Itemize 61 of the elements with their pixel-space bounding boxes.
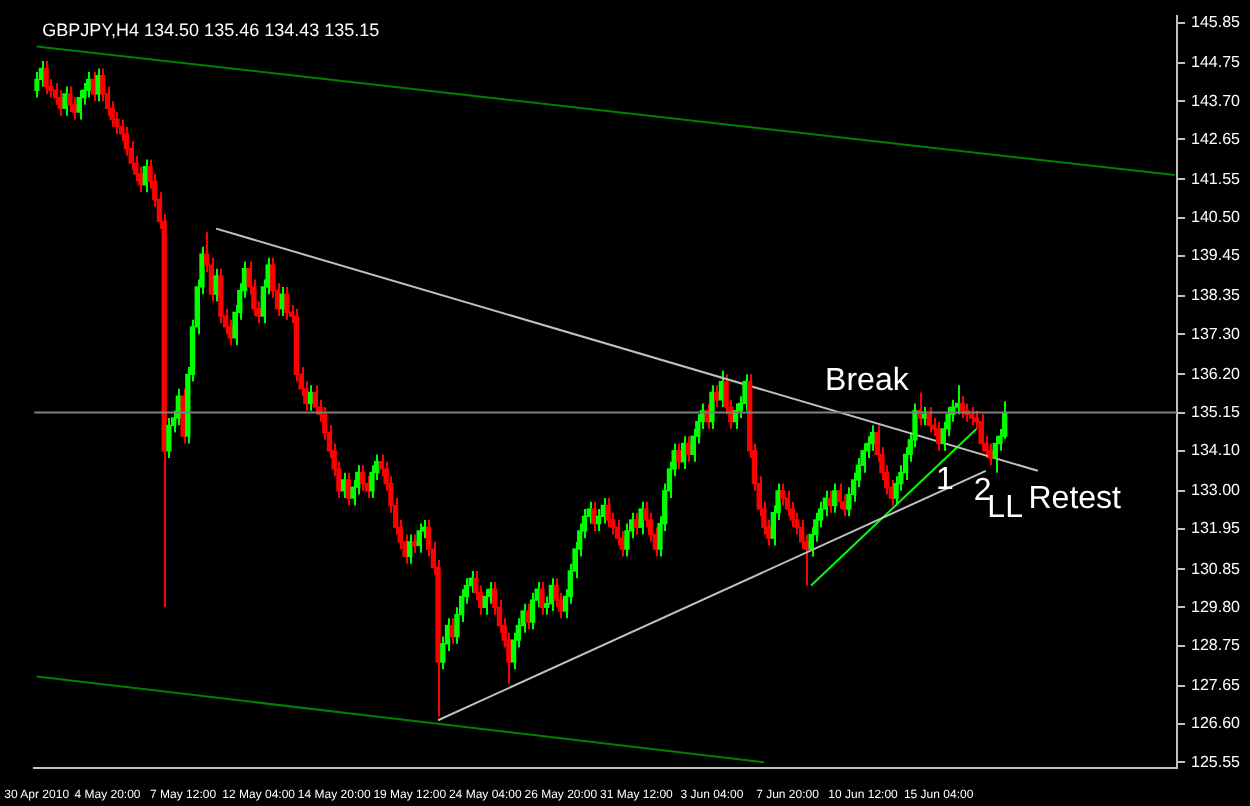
annotation: Retest bbox=[1028, 481, 1123, 516]
y-tick-label: 138.35 bbox=[1191, 286, 1242, 305]
annotation: 1 bbox=[935, 463, 954, 498]
candlestick bbox=[284, 285, 290, 321]
candlestick bbox=[85, 71, 92, 99]
y-tick-label: 139.45 bbox=[1191, 246, 1242, 265]
candlestick bbox=[407, 533, 413, 565]
candlestick bbox=[680, 435, 687, 470]
y-tick-label: 135.15 bbox=[1191, 402, 1242, 421]
candlestick bbox=[411, 533, 418, 554]
y-tick-label: 127.65 bbox=[1191, 676, 1242, 695]
candlestick bbox=[95, 67, 101, 103]
candlestick bbox=[978, 413, 984, 452]
candlestick bbox=[482, 588, 488, 616]
y-tick-label: 137.30 bbox=[1191, 324, 1242, 343]
candlestick bbox=[312, 384, 318, 416]
y-tick-label: 126.60 bbox=[1191, 714, 1242, 733]
y-tick-label: 130.85 bbox=[1191, 559, 1242, 578]
candlestick bbox=[525, 602, 531, 631]
chart-title: GBPJPY,H4 134.50 135.46 134.43 135.15 bbox=[42, 19, 380, 40]
candlestick bbox=[67, 85, 73, 114]
candlestick bbox=[166, 417, 172, 460]
candlestick bbox=[827, 489, 833, 514]
y-tick-label: 129.80 bbox=[1191, 597, 1242, 616]
candlestick bbox=[836, 482, 843, 511]
candlestick bbox=[591, 500, 597, 532]
y-tick-label: 141.55 bbox=[1191, 169, 1242, 188]
candlestick bbox=[340, 471, 347, 500]
y-tick-label: 131.95 bbox=[1191, 519, 1242, 538]
candlestick bbox=[935, 420, 942, 452]
candlestick bbox=[359, 464, 366, 492]
y-tick-label: 140.50 bbox=[1191, 208, 1242, 227]
y-tick-label: 133.00 bbox=[1191, 481, 1242, 500]
y-tick-label: 136.20 bbox=[1191, 364, 1242, 383]
candlestick bbox=[869, 424, 876, 452]
candlestick bbox=[926, 406, 932, 434]
candlestick bbox=[987, 442, 994, 467]
y-tick-label: 142.65 bbox=[1191, 129, 1242, 148]
y-tick-label: 144.75 bbox=[1191, 53, 1242, 72]
annotation: LL bbox=[987, 490, 1024, 525]
candlestick bbox=[416, 522, 422, 554]
y-tick-label: 134.10 bbox=[1191, 441, 1242, 460]
candlestick bbox=[307, 384, 314, 412]
candlestick bbox=[992, 435, 998, 474]
annotation: Break bbox=[825, 363, 911, 398]
candlestick bbox=[605, 497, 611, 529]
y-tick-label: 143.70 bbox=[1191, 91, 1242, 110]
candlestick bbox=[638, 500, 644, 536]
y-tick-label: 145.85 bbox=[1191, 13, 1242, 32]
y-tick-label: 128.75 bbox=[1191, 636, 1242, 655]
candlestick bbox=[539, 580, 545, 616]
candlestick bbox=[709, 384, 715, 430]
candlestick bbox=[832, 482, 838, 514]
candlestick bbox=[954, 384, 961, 416]
candlestick bbox=[43, 60, 49, 95]
candlestick bbox=[969, 406, 975, 427]
candlestick bbox=[76, 89, 82, 121]
annotation: 2 bbox=[973, 473, 992, 508]
y-tick-label: 125.55 bbox=[1191, 752, 1242, 771]
candlestick bbox=[62, 85, 68, 117]
candlestick bbox=[676, 442, 682, 470]
